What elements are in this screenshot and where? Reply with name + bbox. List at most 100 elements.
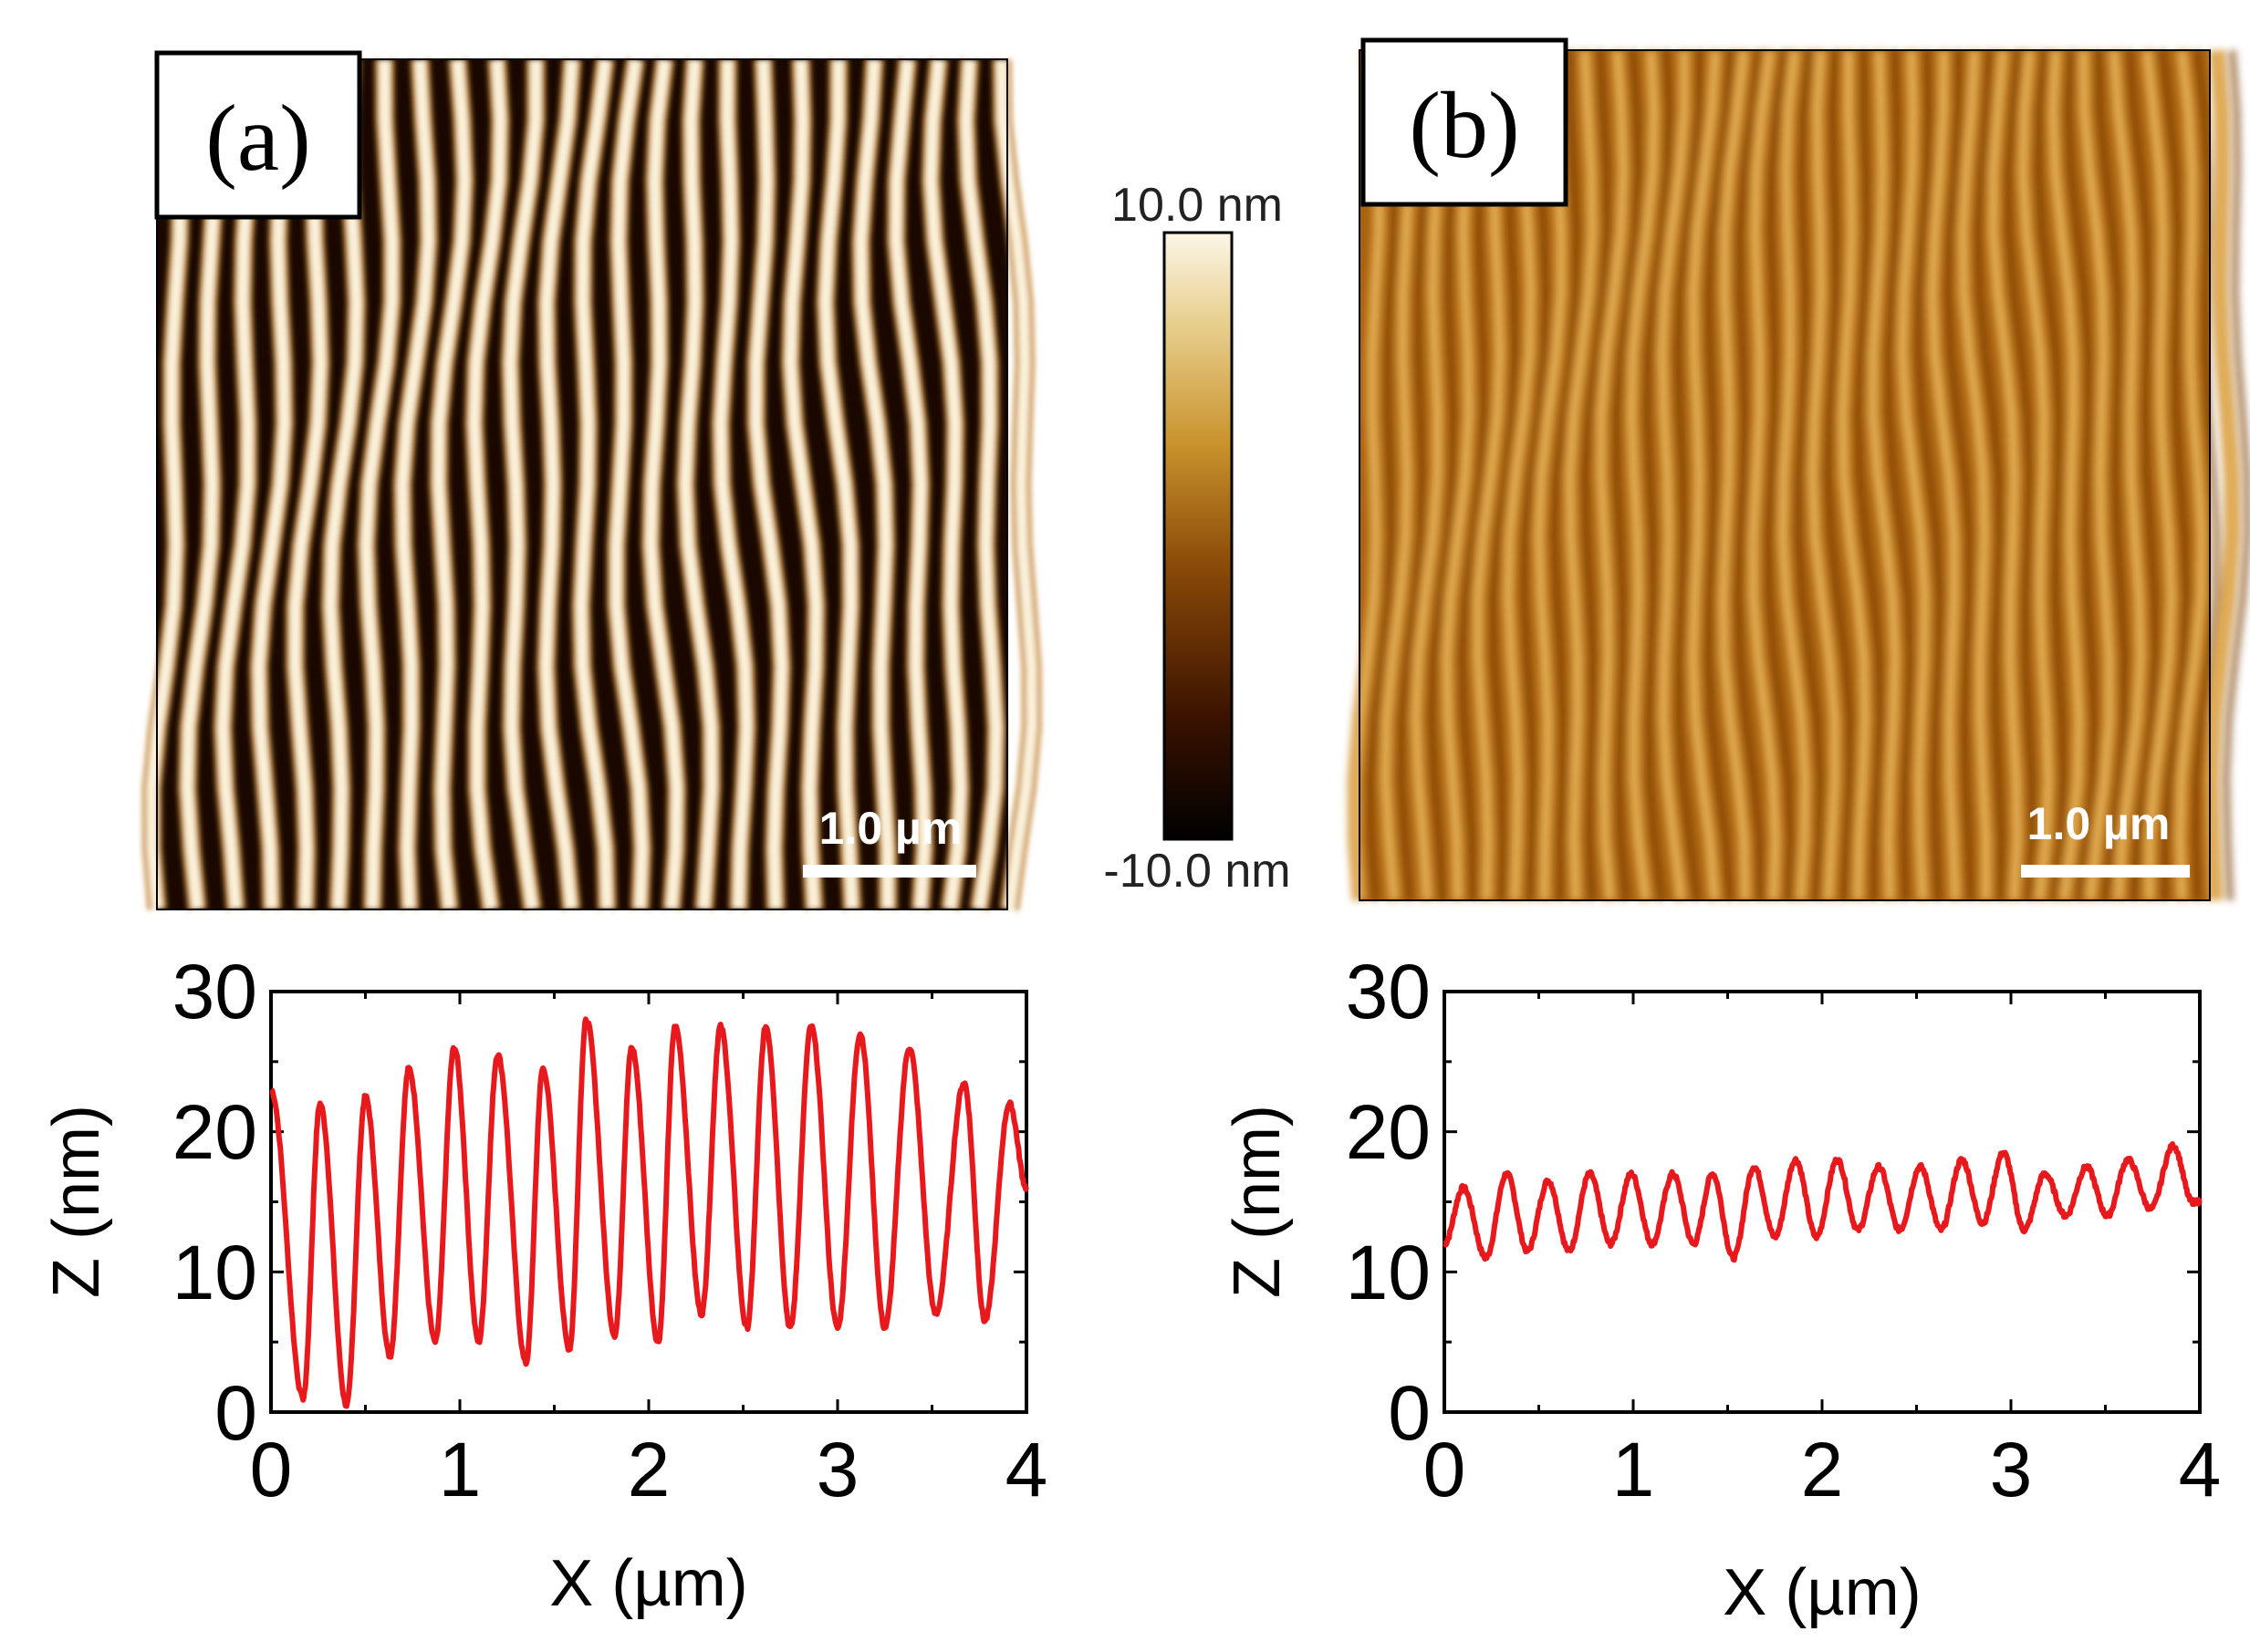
afm-stripe-highlight [1989, 49, 2021, 901]
afm-stripe-trough [2034, 49, 2068, 901]
chart-a-xtick-4: 4 [1005, 1427, 1048, 1512]
afm-stripe-trough [1580, 49, 1612, 901]
scale-bar-a-line [803, 865, 976, 878]
afm-stripe-highlight [1598, 49, 1627, 901]
chart-b-ytick-10: 10 [1346, 1230, 1431, 1315]
scale-bar-b: 1.0 µm [2021, 798, 2190, 878]
afm-stripe-highlight [1959, 49, 1990, 901]
afm-stripe-highlight [2176, 49, 2205, 901]
afm-stripe-highlight [960, 58, 1002, 910]
chart-b-ytick-30: 30 [1346, 949, 1431, 1034]
scale-bar-a-label: 1.0 µm [819, 803, 963, 854]
afm-stripe-highlight [505, 58, 542, 910]
afm-stripe-trough [1703, 49, 1735, 901]
afm-stripe-highlight [1899, 49, 1929, 901]
afm-stripe-highlight [2110, 49, 2144, 901]
chart-a-y-tick-labels: 0 10 20 30 [172, 949, 257, 1456]
chart-a-xtick-1: 1 [439, 1427, 482, 1512]
chart-b-xtick-3: 3 [1990, 1427, 2033, 1512]
afm-stripe-highlight [855, 58, 893, 910]
afm-image-b [1348, 48, 2250, 902]
afm-stripe-highlight [2207, 49, 2236, 901]
panel-a-label-box: (a) [154, 50, 362, 220]
chart-a-xtick-3: 3 [817, 1427, 859, 1512]
afm-stripe-highlight [785, 58, 822, 910]
afm-stripe-highlight [714, 58, 753, 910]
afm-stripe-trough [1943, 49, 1975, 901]
scale-bar-b-label: 1.0 µm [2027, 798, 2171, 849]
chart-b-ytick-20: 20 [1346, 1089, 1431, 1175]
panel-b-label: (b) [1409, 73, 1519, 178]
chart-a-ytick-20: 20 [172, 1089, 257, 1175]
chart-a-x-axis-title: X (µm) [549, 1547, 747, 1620]
colorbar-gradient [1162, 231, 1234, 841]
afm-stripe-highlight [995, 58, 1037, 910]
afm-stripe-highlight [468, 58, 506, 910]
afm-stripe-trough [1793, 49, 1825, 901]
panel-b-label-box: (b) [1360, 37, 1568, 207]
chart-b-y-tick-labels: 0 10 20 30 [1346, 949, 1431, 1456]
afm-stripe-highlight [1719, 49, 1749, 901]
afm-stripe-trough [1734, 49, 1766, 901]
afm-stripe-trough [1823, 49, 1855, 901]
afm-stripe-highlight [2079, 49, 2113, 901]
chart-a-ytick-10: 10 [172, 1230, 257, 1315]
afm-stripe-highlight [1659, 50, 1688, 901]
chart-b-xtick-1: 1 [1612, 1427, 1655, 1512]
height-profile-chart-b: 0 10 20 30 0 1 2 3 4 X (µm) Z (nm) [1221, 949, 2221, 1629]
afm-stripe-highlight [891, 58, 930, 910]
afm-stripe-highlight [610, 58, 648, 910]
afm-stripe-highlight [576, 58, 613, 910]
height-profile-chart-a: 0 10 20 30 0 1 2 3 4 X (µm) Z (nm) [40, 949, 1047, 1620]
afm-stripe-highlight [1929, 49, 1959, 901]
afm-stripe-highlight [1808, 49, 1839, 901]
afm-stripe-highlight [2019, 49, 2052, 901]
chart-a-x-tick-labels: 0 1 2 3 4 [250, 1427, 1048, 1512]
afm-stripe-highlight [2049, 49, 2083, 901]
afm-stripe-highlight [680, 58, 717, 910]
scale-bar-a: 1.0 µm [803, 803, 976, 878]
afm-image-b-stripes [1348, 48, 2250, 902]
afm-stripe-highlight [360, 58, 398, 910]
chart-a-ytick-0: 0 [214, 1370, 257, 1456]
afm-stripe-highlight [645, 58, 682, 910]
panel-a-label: (a) [205, 86, 310, 191]
chart-a-series-line [269, 1016, 1029, 1409]
afm-stripe-highlight [1689, 49, 1719, 901]
afm-image-a-border [156, 58, 1008, 910]
afm-stripe-trough [2158, 49, 2192, 901]
afm-stripe-highlight [1839, 49, 1869, 901]
chart-b-ticks [1443, 990, 2202, 1414]
chart-a-ytick-30: 30 [172, 949, 257, 1034]
chart-b-xtick-0: 0 [1423, 1427, 1466, 1512]
afm-stripe-trough [1642, 49, 1674, 901]
chart-a-xtick-0: 0 [250, 1427, 293, 1512]
afm-stripe-highlight [1870, 49, 1899, 901]
afm-stripe-highlight [432, 58, 471, 910]
chart-b-xtick-2: 2 [1801, 1427, 1844, 1512]
afm-stripe-highlight [1566, 49, 1596, 901]
chart-b-series-line [1442, 1141, 2203, 1263]
chart-a-y-axis-title: Z (nm) [40, 1105, 113, 1298]
chart-a-xtick-2: 2 [628, 1427, 671, 1512]
chart-b-x-tick-labels: 0 1 2 3 4 [1423, 1427, 2222, 1512]
afm-stripe-trough [2222, 49, 2250, 901]
chart-b-xtick-4: 4 [2179, 1427, 2222, 1512]
afm-stripe-trough [1764, 49, 1796, 901]
colorbar-min-label: -10.0 nm [1103, 845, 1290, 898]
colorbar: 10.0 nm -10.0 nm [1103, 179, 1290, 898]
afm-stripe-highlight [1749, 49, 1779, 901]
afm-stripe-trough [2124, 49, 2161, 901]
chart-b-y-axis-title: Z (nm) [1221, 1105, 1294, 1298]
afm-stripe-highlight [1628, 49, 1658, 901]
colorbar-max-label: 10.0 nm [1111, 179, 1283, 232]
afm-stripe-trough [2064, 49, 2099, 901]
afm-stripe-trough [2094, 49, 2130, 901]
afm-stripe-highlight [1779, 49, 1809, 901]
afm-stripe-highlight [750, 58, 787, 910]
chart-b-ytick-0: 0 [1388, 1370, 1431, 1456]
afm-stripe-highlight [540, 58, 578, 910]
afm-stripe-trough [1672, 50, 1704, 901]
scale-bar-b-line [2021, 865, 2190, 878]
afm-stripe-highlight [2143, 49, 2175, 901]
